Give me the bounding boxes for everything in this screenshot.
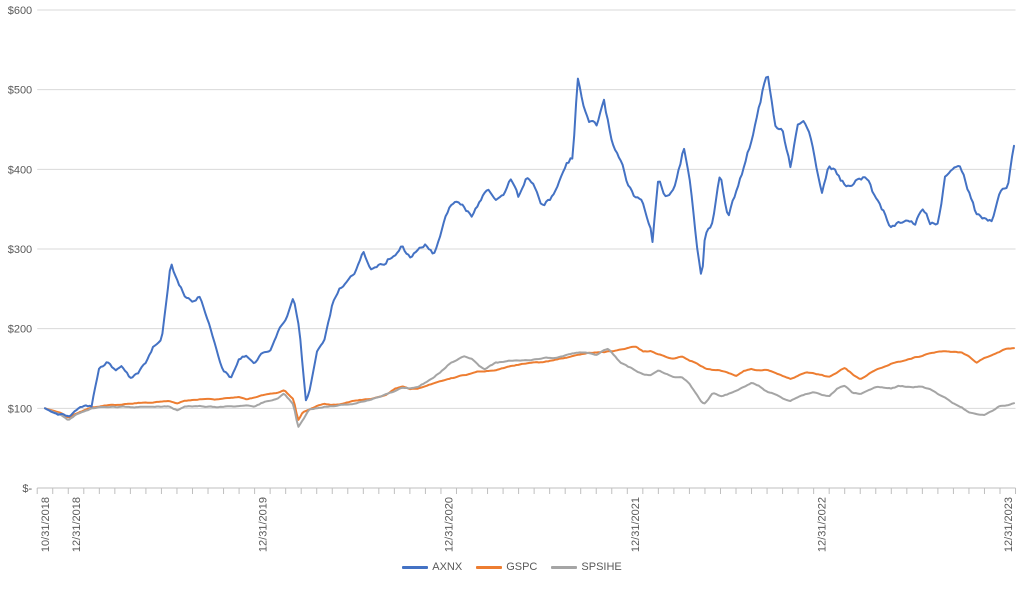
legend-swatch-spsihe xyxy=(551,566,578,569)
x-axis-label: 12/31/2018 xyxy=(71,497,83,552)
x-axis-label: 12/31/2022 xyxy=(816,497,828,552)
legend-swatch-gspc xyxy=(476,566,503,569)
x-axis-label: 12/31/2019 xyxy=(257,497,269,552)
y-axis-label: $300 xyxy=(8,244,32,256)
series-lines xyxy=(44,75,1015,428)
legend-item-axnx: AXNX xyxy=(402,562,462,573)
legend-label: GSPC xyxy=(506,561,538,573)
legend-label: SPSIHE xyxy=(581,561,622,573)
x-axis-label: 12/31/2023 xyxy=(1003,497,1015,552)
series-line-axnx xyxy=(44,75,1015,418)
y-axis-label: $200 xyxy=(8,324,32,336)
y-axis-label: $400 xyxy=(8,164,32,176)
x-axis-labels: 10/31/2018 12/31/2018 12/31/2019 12/31/2020… xyxy=(40,497,1015,552)
series-line-spsihe xyxy=(44,347,1015,428)
legend-swatch-axnx xyxy=(402,566,429,569)
x-axis-label: 12/31/2020 xyxy=(444,497,456,552)
legend: AXNX GSPC SPSIHE xyxy=(0,562,1024,573)
y-axis-labels: $- $100 $200 $300 $400 $500 $600 xyxy=(8,5,33,495)
x-axis-ticks xyxy=(36,488,1017,494)
legend-item-gspc: GSPC xyxy=(476,562,537,573)
series-line-gspc xyxy=(44,345,1015,421)
y-axis-label: $500 xyxy=(8,85,32,97)
x-axis-label: 12/31/2021 xyxy=(630,497,642,552)
x-axis-label: 10/31/2018 xyxy=(40,497,52,552)
y-axis-label: $100 xyxy=(8,403,32,415)
gridlines xyxy=(37,9,1016,409)
y-axis-label: $- xyxy=(22,483,32,495)
legend-label: AXNX xyxy=(432,561,463,573)
y-axis-label: $600 xyxy=(8,5,32,17)
legend-item-spsihe: SPSIHE xyxy=(551,561,622,573)
